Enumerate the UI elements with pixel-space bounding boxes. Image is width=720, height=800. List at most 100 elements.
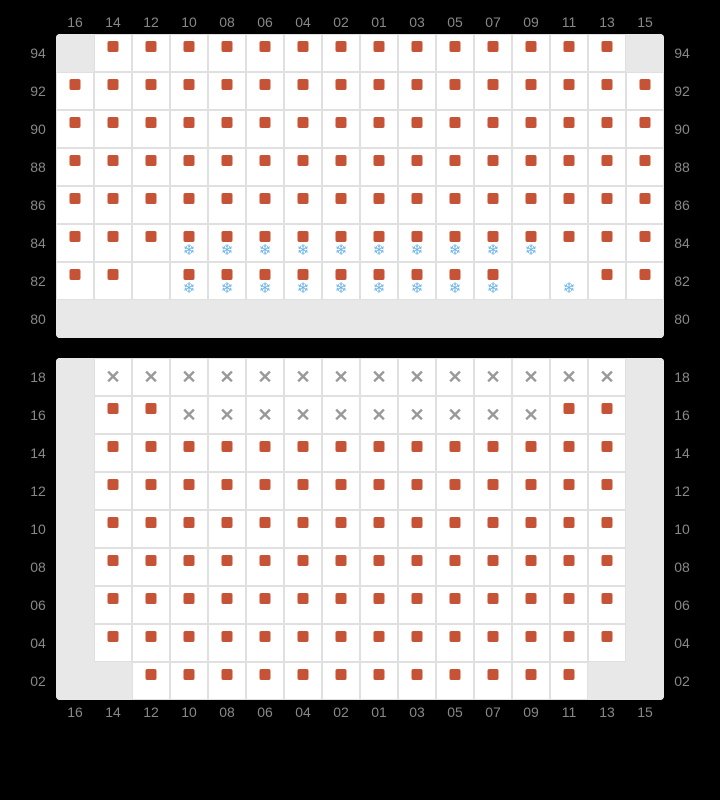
- seat-cell[interactable]: [550, 548, 588, 586]
- seat-cell[interactable]: [512, 148, 550, 186]
- seat-cell[interactable]: [284, 548, 322, 586]
- seat-cell[interactable]: [398, 510, 436, 548]
- seat-cell[interactable]: [588, 262, 626, 300]
- seat-cell[interactable]: [398, 148, 436, 186]
- seat-cell[interactable]: [94, 586, 132, 624]
- seat-cell[interactable]: [512, 110, 550, 148]
- seat-cell[interactable]: [360, 72, 398, 110]
- seat-cell[interactable]: [246, 472, 284, 510]
- seat-cell[interactable]: [360, 624, 398, 662]
- seat-cell[interactable]: [284, 472, 322, 510]
- seat-cell[interactable]: [398, 72, 436, 110]
- seat-cell[interactable]: [208, 110, 246, 148]
- seat-cell[interactable]: [94, 34, 132, 72]
- seat-cell[interactable]: [246, 148, 284, 186]
- seat-cell[interactable]: [94, 510, 132, 548]
- seat-cell[interactable]: [398, 186, 436, 224]
- seat-cell[interactable]: [474, 34, 512, 72]
- seat-cell[interactable]: [246, 186, 284, 224]
- seat-cell[interactable]: [512, 186, 550, 224]
- seat-cell[interactable]: [588, 110, 626, 148]
- seat-cell[interactable]: ❄: [170, 224, 208, 262]
- seat-cell[interactable]: [322, 72, 360, 110]
- seat-cell[interactable]: [322, 586, 360, 624]
- seat-cell[interactable]: [626, 148, 664, 186]
- seat-cell[interactable]: [550, 510, 588, 548]
- seat-cell[interactable]: [360, 662, 398, 700]
- seat-cell[interactable]: [588, 72, 626, 110]
- seat-cell[interactable]: [322, 148, 360, 186]
- seat-cell[interactable]: [436, 434, 474, 472]
- seat-cell[interactable]: [56, 72, 94, 110]
- seat-cell[interactable]: [208, 72, 246, 110]
- seat-cell[interactable]: [170, 624, 208, 662]
- seat-cell[interactable]: [322, 662, 360, 700]
- seat-cell[interactable]: [132, 510, 170, 548]
- seat-cell[interactable]: [170, 472, 208, 510]
- seat-cell[interactable]: [56, 262, 94, 300]
- seat-cell[interactable]: [588, 396, 626, 434]
- seat-cell[interactable]: [284, 186, 322, 224]
- seat-cell[interactable]: [550, 472, 588, 510]
- seat-cell[interactable]: [360, 510, 398, 548]
- seat-cell[interactable]: [208, 472, 246, 510]
- seat-cell[interactable]: [284, 662, 322, 700]
- seat-cell[interactable]: [512, 72, 550, 110]
- seat-cell[interactable]: [94, 472, 132, 510]
- seat-cell[interactable]: [588, 624, 626, 662]
- seat-cell[interactable]: [436, 586, 474, 624]
- seat-cell[interactable]: [626, 72, 664, 110]
- seat-cell[interactable]: [94, 262, 132, 300]
- seat-cell[interactable]: ❄: [550, 262, 588, 300]
- seat-cell[interactable]: ❄: [398, 262, 436, 300]
- seat-cell[interactable]: [436, 148, 474, 186]
- seat-cell[interactable]: [360, 434, 398, 472]
- seat-cell[interactable]: [132, 72, 170, 110]
- seat-cell[interactable]: [322, 434, 360, 472]
- seat-cell[interactable]: [170, 434, 208, 472]
- seat-cell[interactable]: [626, 110, 664, 148]
- seat-cell[interactable]: [398, 662, 436, 700]
- seat-cell[interactable]: ❄: [246, 262, 284, 300]
- seat-cell[interactable]: [398, 548, 436, 586]
- seat-cell[interactable]: [512, 548, 550, 586]
- seat-cell[interactable]: [132, 472, 170, 510]
- seat-cell[interactable]: [436, 186, 474, 224]
- seat-cell[interactable]: [550, 586, 588, 624]
- seat-cell[interactable]: ❄: [436, 224, 474, 262]
- seat-cell[interactable]: [246, 624, 284, 662]
- seat-cell[interactable]: [360, 34, 398, 72]
- seat-cell[interactable]: [246, 586, 284, 624]
- seat-cell[interactable]: [132, 548, 170, 586]
- seat-cell[interactable]: [246, 434, 284, 472]
- seat-cell[interactable]: [56, 110, 94, 148]
- seat-cell[interactable]: [322, 510, 360, 548]
- seat-cell[interactable]: [94, 396, 132, 434]
- seat-cell[interactable]: [360, 548, 398, 586]
- seat-cell[interactable]: [94, 434, 132, 472]
- seat-cell[interactable]: [398, 472, 436, 510]
- seat-cell[interactable]: [436, 624, 474, 662]
- seat-cell[interactable]: [322, 110, 360, 148]
- seat-cell[interactable]: ❄: [322, 262, 360, 300]
- seat-cell[interactable]: [208, 510, 246, 548]
- seat-cell[interactable]: [550, 624, 588, 662]
- seat-cell[interactable]: [360, 186, 398, 224]
- seat-cell[interactable]: [398, 110, 436, 148]
- seat-cell[interactable]: ❄: [360, 224, 398, 262]
- seat-cell[interactable]: [550, 110, 588, 148]
- seat-cell[interactable]: [94, 110, 132, 148]
- seat-cell[interactable]: [56, 186, 94, 224]
- seat-cell[interactable]: [588, 148, 626, 186]
- seat-cell[interactable]: [208, 662, 246, 700]
- seat-cell[interactable]: [322, 34, 360, 72]
- seat-cell[interactable]: [284, 586, 322, 624]
- seat-cell[interactable]: [436, 510, 474, 548]
- seat-cell[interactable]: [284, 434, 322, 472]
- seat-cell[interactable]: [284, 34, 322, 72]
- seat-cell[interactable]: [132, 186, 170, 224]
- seat-cell[interactable]: [474, 72, 512, 110]
- seat-cell[interactable]: [208, 548, 246, 586]
- seat-cell[interactable]: [512, 624, 550, 662]
- seat-cell[interactable]: [132, 148, 170, 186]
